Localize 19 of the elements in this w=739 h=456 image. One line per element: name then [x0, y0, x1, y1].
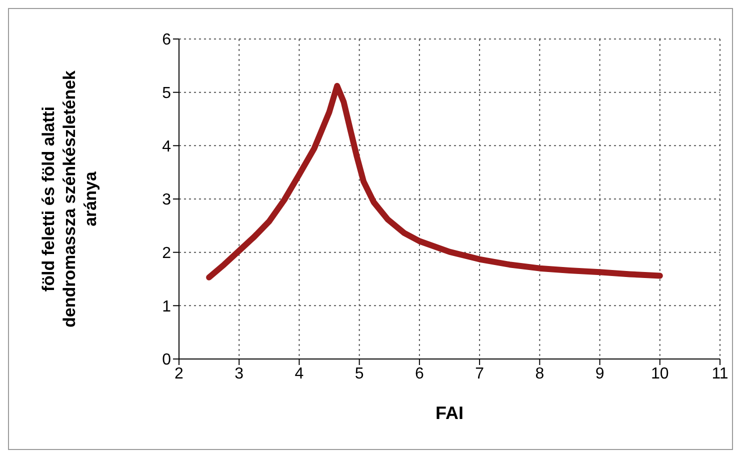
x-tick-label: 9: [595, 365, 604, 382]
y-tick-label: 4: [162, 138, 172, 156]
y-tick-label: 3: [162, 192, 172, 209]
x-tick-label: 3: [234, 365, 244, 382]
y-tick-label: 5: [162, 85, 172, 102]
x-tick-label: 5: [354, 365, 364, 382]
x-axis-title: FAI: [435, 403, 464, 423]
y-tick-label: 6: [162, 32, 172, 49]
x-tick-label: 11: [712, 365, 728, 382]
y-axis-title: föld feletti és föld alatti dendromassza szénkészletének aránya: [39, 70, 100, 328]
x-tick-label: 2: [174, 365, 184, 382]
y-tick-label: 1: [162, 298, 172, 316]
y-tick-label: 0: [162, 352, 172, 369]
x-tick-label: 6: [414, 365, 424, 382]
x-tick-label: 10: [650, 365, 669, 382]
x-tick-label: 4: [294, 365, 304, 382]
y-tick-label: 2: [162, 245, 172, 262]
x-tick-label: 8: [535, 365, 544, 382]
x-tick-label: 7: [475, 365, 484, 382]
